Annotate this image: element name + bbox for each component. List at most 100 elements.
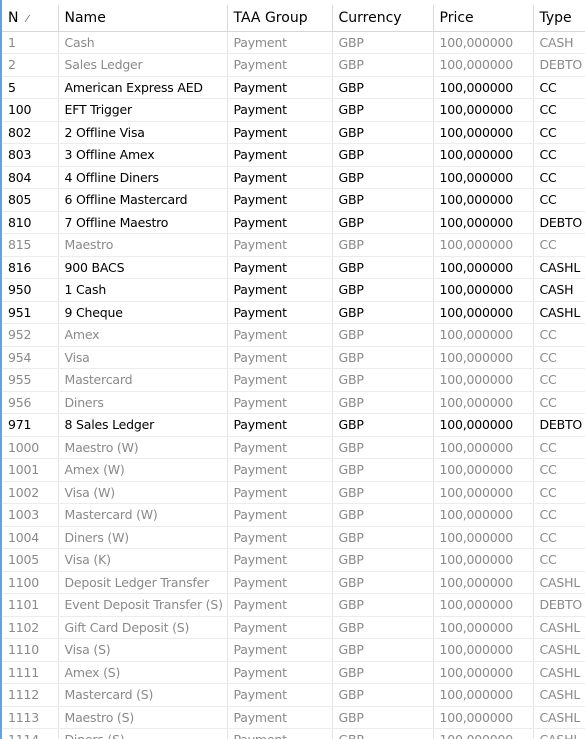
cell-taa-group[interactable]: Payment — [227, 166, 333, 189]
table-row[interactable]: 1002 Visa (W) Payment GBP 100,000000 CC — [2, 481, 585, 504]
cell-type[interactable]: CASHL — [533, 728, 585, 739]
cell-name[interactable]: American Express AED — [58, 76, 228, 99]
cell-price[interactable]: 100,000000 — [433, 548, 534, 572]
cell-name[interactable]: Sales Ledger — [58, 53, 228, 77]
cell-currency[interactable]: GBP — [332, 121, 434, 144]
cell-taa-group[interactable]: Payment — [227, 31, 333, 54]
table-row[interactable]: 971 8 Sales Ledger Payment GBP 100,000000 DEB… — [2, 413, 585, 437]
cell-taa-group[interactable]: Payment — [227, 548, 333, 572]
cell-no[interactable]: 971 — [2, 413, 59, 437]
cell-no[interactable]: 1111 — [2, 661, 59, 684]
cell-price[interactable]: 100,000000 — [433, 481, 534, 504]
cell-taa-group[interactable]: Payment — [227, 211, 333, 234]
cell-price[interactable]: 100,000000 — [433, 76, 534, 99]
cell-name[interactable]: Visa (W) — [58, 481, 228, 504]
cell-currency[interactable]: GBP — [332, 368, 434, 392]
cell-currency[interactable]: GBP — [332, 98, 434, 122]
cell-no[interactable]: 956 — [2, 391, 59, 414]
cell-no[interactable]: 1112 — [2, 683, 59, 707]
column-header-type[interactable]: Type — [533, 5, 585, 32]
cell-name[interactable]: Maestro — [58, 233, 228, 257]
cell-currency[interactable]: GBP — [332, 256, 434, 279]
cell-taa-group[interactable]: Payment — [227, 593, 333, 617]
cell-no[interactable]: 952 — [2, 323, 59, 347]
cell-no[interactable]: 1102 — [2, 616, 59, 639]
cell-no[interactable]: 810 — [2, 211, 59, 234]
cell-type[interactable]: CC — [533, 481, 585, 504]
cell-currency[interactable]: GBP — [332, 53, 434, 77]
cell-type[interactable]: CC — [533, 346, 585, 369]
cell-type[interactable]: CC — [533, 98, 585, 122]
cell-type[interactable]: DEBTO — [533, 413, 585, 437]
table-row[interactable]: 802 2 Offline Visa Payment GBP 100,000000 CC — [2, 121, 585, 144]
cell-price[interactable]: 100,000000 — [433, 233, 534, 257]
cell-price[interactable]: 100,000000 — [433, 256, 534, 279]
cell-taa-group[interactable]: Payment — [227, 346, 333, 369]
table-row[interactable]: 951 9 Cheque Payment GBP 100,000000 CASHL — [2, 301, 585, 324]
cell-taa-group[interactable]: Payment — [227, 638, 333, 662]
cell-name[interactable]: 6 Offline Mastercard — [58, 188, 228, 212]
table-row[interactable]: 805 6 Offline Mastercard Payment GBP 100,000… — [2, 188, 585, 212]
cell-currency[interactable]: GBP — [332, 76, 434, 99]
cell-type[interactable]: CASHL — [533, 301, 585, 324]
cell-name[interactable]: Amex (W) — [58, 458, 228, 482]
cell-no[interactable]: 1101 — [2, 593, 59, 617]
table-row[interactable]: 1102 Gift Card Deposit (S) Payment GBP 100,0… — [2, 616, 585, 639]
table-row[interactable]: 1004 Diners (W) Payment GBP 100,000000 CC — [2, 526, 585, 549]
table-row[interactable]: 804 4 Offline Diners Payment GBP 100,000000 C… — [2, 166, 585, 189]
cell-taa-group[interactable]: Payment — [227, 706, 333, 729]
cell-price[interactable]: 100,000000 — [433, 503, 534, 527]
table-row[interactable]: 815 Maestro Payment GBP 100,000000 CC — [2, 233, 585, 257]
column-header-currency[interactable]: Currency — [332, 5, 434, 32]
cell-taa-group[interactable]: Payment — [227, 616, 333, 639]
cell-price[interactable]: 100,000000 — [433, 31, 534, 54]
cell-taa-group[interactable]: Payment — [227, 481, 333, 504]
cell-currency[interactable]: GBP — [332, 233, 434, 257]
cell-price[interactable]: 100,000000 — [433, 166, 534, 189]
cell-taa-group[interactable]: Payment — [227, 301, 333, 324]
cell-price[interactable]: 100,000000 — [433, 661, 534, 684]
cell-price[interactable]: 100,000000 — [433, 53, 534, 77]
cell-price[interactable]: 100,000000 — [433, 143, 534, 167]
cell-name[interactable]: 900 BACS — [58, 256, 228, 279]
table-row[interactable]: 1003 Mastercard (W) Payment GBP 100,000000 CC — [2, 503, 585, 527]
cell-type[interactable]: CASHL — [533, 683, 585, 707]
cell-type[interactable]: CASHL — [533, 256, 585, 279]
table-row[interactable]: 955 Mastercard Payment GBP 100,000000 CC — [2, 368, 585, 392]
cell-no[interactable]: 100 — [2, 98, 59, 122]
cell-price[interactable]: 100,000000 — [433, 121, 534, 144]
cell-type[interactable]: CASHL — [533, 571, 585, 594]
column-header-price[interactable]: Price — [433, 5, 534, 32]
table-row[interactable]: 1000 Maestro (W) Payment GBP 100,000000 CC — [2, 436, 585, 459]
cell-price[interactable]: 100,000000 — [433, 706, 534, 729]
cell-no[interactable]: 805 — [2, 188, 59, 212]
cell-no[interactable]: 950 — [2, 278, 59, 302]
cell-currency[interactable]: GBP — [332, 346, 434, 369]
cell-type[interactable]: CASHL — [533, 638, 585, 662]
table-row[interactable]: 1101 Event Deposit Transfer (S) Payment GBP… — [2, 593, 585, 617]
column-header-taa-group[interactable]: TAA Group — [227, 5, 333, 32]
cell-no[interactable]: 1000 — [2, 436, 59, 459]
cell-no[interactable]: 1 — [2, 31, 59, 54]
cell-price[interactable]: 100,000000 — [433, 413, 534, 437]
cell-name[interactable]: Amex (S) — [58, 661, 228, 684]
table-row[interactable]: 2 Sales Ledger Payment GBP 100,000000 DEBTO — [2, 53, 585, 77]
cell-type[interactable]: CC — [533, 436, 585, 459]
cell-currency[interactable]: GBP — [332, 661, 434, 684]
cell-price[interactable]: 100,000000 — [433, 98, 534, 122]
table-row[interactable]: 100 EFT Trigger Payment GBP 100,000000 CC — [2, 98, 585, 122]
cell-no[interactable]: 5 — [2, 76, 59, 99]
cell-type[interactable]: DEBTO — [533, 593, 585, 617]
cell-price[interactable]: 100,000000 — [433, 683, 534, 707]
cell-no[interactable]: 804 — [2, 166, 59, 189]
cell-name[interactable]: Maestro (W) — [58, 436, 228, 459]
cell-name[interactable]: 8 Sales Ledger — [58, 413, 228, 437]
table-row[interactable]: 1100 Deposit Ledger Transfer Payment GBP 100… — [2, 571, 585, 594]
cell-currency[interactable]: GBP — [332, 481, 434, 504]
table-row[interactable]: 1001 Amex (W) Payment GBP 100,000000 CC — [2, 458, 585, 482]
cell-name[interactable]: Visa (S) — [58, 638, 228, 662]
cell-no[interactable]: 1002 — [2, 481, 59, 504]
cell-no[interactable]: 1004 — [2, 526, 59, 549]
cell-price[interactable]: 100,000000 — [433, 458, 534, 482]
